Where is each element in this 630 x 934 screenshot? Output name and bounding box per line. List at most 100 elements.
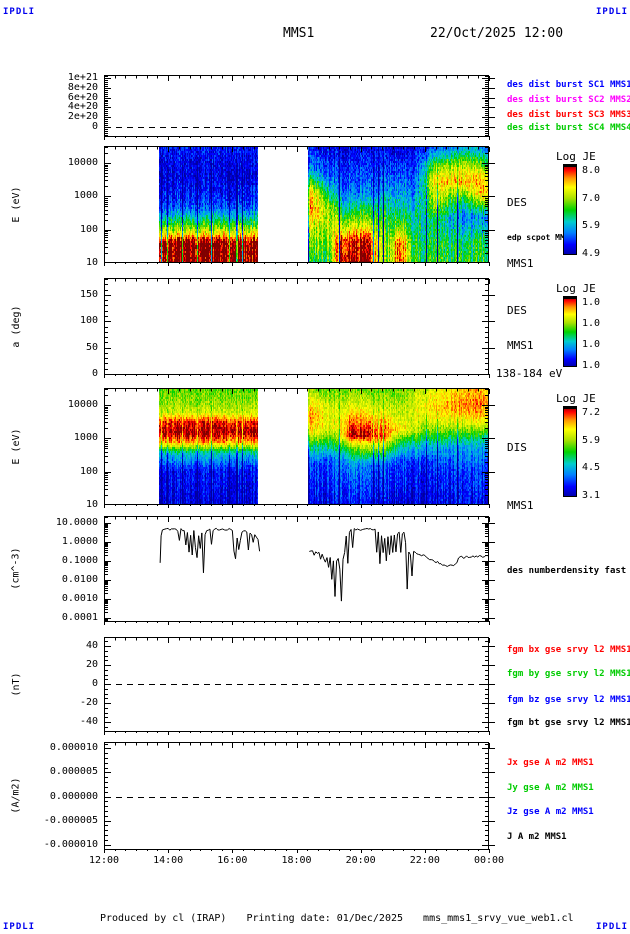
des-dist-burst-canvas — [104, 75, 497, 143]
y-tick-label: 150 — [79, 288, 98, 300]
y-tick-label: 50 — [85, 341, 98, 353]
right-label: J A m2 MMS1 — [507, 832, 567, 843]
x-tick-label: 12:00 — [88, 855, 120, 866]
x-tick-label: 16:00 — [217, 855, 248, 866]
colorbar-tick-label: 5.9 — [582, 434, 601, 446]
right-label: fgm bt gse srvy l2 MMS1 — [507, 717, 630, 728]
y-tick-label: 0 — [91, 678, 98, 690]
y-tick-label: 1000 — [73, 190, 98, 202]
logo-top-right: IPDLI — [596, 7, 629, 17]
right-label: des numberdensity fast M — [507, 566, 630, 577]
x-tick-label: 20:00 — [345, 855, 376, 866]
y-tick-label: 1000 — [73, 432, 98, 444]
legend-label: Jx gse A m2 MMS1 — [507, 757, 594, 768]
x-tick-label: 18:00 — [281, 855, 312, 866]
colorbar-title: Log JE — [556, 392, 596, 405]
right-label: DES — [507, 304, 527, 317]
y-tick-label: 1e+21 — [67, 71, 98, 83]
logo-bottom-right: IPDLI — [596, 922, 629, 932]
y-tick-label: 10000 — [67, 399, 98, 410]
y-tick-label: -0.000010 — [43, 838, 98, 850]
legend-label: des dist burst SC2 MMS2 — [507, 94, 630, 105]
colorbar-tick-label: 7.0 — [582, 192, 601, 204]
logo-top-left: IPDLI — [3, 7, 36, 17]
y-tick-label: 20 — [85, 659, 98, 671]
colorbar-tick-label: 1.0 — [582, 360, 601, 371]
colorbar-tick-label: 1.0 — [582, 339, 601, 350]
y-tick-label: 10 — [85, 257, 98, 268]
y-tick-label: 6e+20 — [67, 91, 98, 103]
y-tick-label: 0.0100 — [61, 574, 98, 586]
right-label: MMS1 — [507, 499, 534, 512]
colorbar-tick-label: 3.1 — [582, 490, 601, 501]
colorbar-tick-label: 8.0 — [582, 165, 601, 176]
y-tick-label: 0.000000 — [49, 790, 98, 802]
y-tick-label: 0 — [91, 367, 98, 379]
footer-filename: mms_mms1_srvy_vue_web1.cl — [423, 913, 574, 924]
y-tick-label: 1.0000 — [61, 536, 98, 548]
colorbar-title: Log JE — [556, 150, 596, 163]
des-energy-spectrogram-colorbar — [563, 164, 577, 255]
legend-label: fgm bx gse srvy l2 MMS1 — [507, 645, 630, 655]
y-tick-label: -0.000005 — [43, 814, 98, 826]
y-tick-label: 100 — [79, 315, 98, 327]
right-label: 138-184 eV — [496, 367, 563, 381]
y-tick-label: 100 — [79, 465, 98, 477]
y-tick-label: 10000 — [67, 157, 98, 168]
y-tick-label: 0.0010 — [61, 593, 98, 605]
y-tick-label: -40 — [79, 716, 98, 728]
des-numberdensity-canvas — [104, 516, 497, 628]
colorbar-tick-label: 1.0 — [582, 297, 601, 308]
right-label: MMS1 — [507, 338, 534, 352]
y-tick-label: 100 — [79, 223, 98, 235]
colorbar-tick-label: 5.9 — [582, 220, 601, 232]
y-axis-label: (A/m2) — [10, 777, 22, 814]
dis-energy-spectrogram-canvas — [104, 388, 497, 511]
y-tick-label: 0.000005 — [49, 766, 98, 778]
colorbar-title: Log JE — [556, 282, 596, 295]
legend-label: des dist burst SC4 MMS4 — [507, 123, 630, 133]
legend-label: fgm bz gse srvy l2 MMS1 — [507, 694, 630, 705]
y-tick-label: 0.0001 — [61, 612, 98, 624]
colorbar-tick-label: 4.5 — [582, 462, 601, 474]
y-tick-label: 0 — [91, 120, 98, 132]
des-pitch-angle-colorbar — [563, 296, 577, 367]
dis-energy-spectrogram-colorbar — [563, 406, 577, 497]
right-label: edp scpot MMS1 — [507, 233, 575, 243]
legend-label: des dist burst SC3 MMS3 — [507, 109, 630, 120]
current-density-canvas — [104, 742, 497, 856]
y-axis-label: (nT) — [10, 671, 22, 697]
y-tick-label: -20 — [79, 697, 98, 709]
produced-by-label: Produced by cl (IRAP) — [100, 913, 227, 924]
y-tick-label: 10 — [85, 499, 98, 510]
right-label: MMS1 — [507, 257, 534, 270]
legend-label: fgm by gse srvy l2 MMS1 — [507, 669, 630, 680]
y-tick-label: 2e+20 — [67, 111, 98, 123]
des-pitch-angle-canvas — [104, 278, 497, 381]
y-axis-label: (cm^-3) — [10, 547, 22, 590]
colorbar-tick-label: 4.9 — [582, 248, 601, 259]
y-axis-label: E (eV) — [10, 185, 22, 223]
y-axis-label: a (deg) — [10, 304, 22, 348]
date-label: 22/Oct/2025 12:00 — [430, 26, 564, 41]
y-tick-label: 10.0000 — [55, 517, 98, 529]
right-label: DES — [507, 196, 527, 210]
printing-date-label: Printing date: 01/Dec/2025 — [246, 913, 404, 924]
legend-label: des dist burst SC1 MMS1 — [507, 79, 630, 90]
x-tick-label: 14:00 — [153, 855, 184, 866]
colorbar-tick-label: 7.2 — [582, 407, 601, 418]
legend-label: Jz gse A m2 MMS1 — [507, 806, 594, 817]
fgm-magnetic-field-canvas — [104, 637, 497, 738]
x-tick-label: 22:00 — [409, 855, 440, 866]
des-energy-spectrogram-canvas — [104, 146, 497, 269]
y-tick-label: 0.000010 — [49, 742, 98, 754]
y-tick-label: 0.1000 — [61, 555, 98, 567]
colorbar-tick-label: 1.0 — [582, 318, 601, 329]
page-title: MMS1 — [283, 26, 315, 41]
y-tick-label: 8e+20 — [67, 81, 98, 93]
y-axis-label: E (eV) — [10, 427, 22, 465]
logo-bottom-left: IPDLI — [3, 922, 36, 932]
x-tick-label: 00:00 — [473, 855, 505, 866]
right-label: DIS — [507, 440, 527, 454]
